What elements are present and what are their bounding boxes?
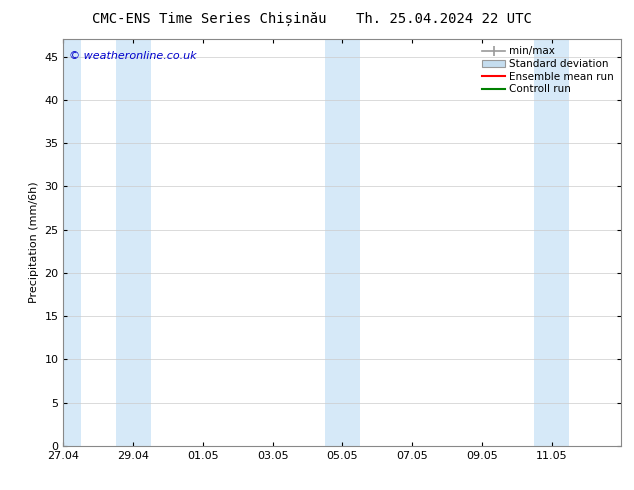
Bar — [325, 39, 359, 446]
Bar — [534, 39, 569, 446]
Text: CMC-ENS Time Series Chișinău: CMC-ENS Time Series Chișinău — [92, 12, 327, 26]
Text: Th. 25.04.2024 22 UTC: Th. 25.04.2024 22 UTC — [356, 12, 532, 26]
Text: © weatheronline.co.uk: © weatheronline.co.uk — [69, 51, 197, 61]
Bar — [115, 39, 150, 446]
Y-axis label: Precipitation (mm/6h): Precipitation (mm/6h) — [29, 182, 39, 303]
Legend: min/max, Standard deviation, Ensemble mean run, Controll run: min/max, Standard deviation, Ensemble me… — [480, 45, 616, 97]
Bar — [63, 39, 81, 446]
